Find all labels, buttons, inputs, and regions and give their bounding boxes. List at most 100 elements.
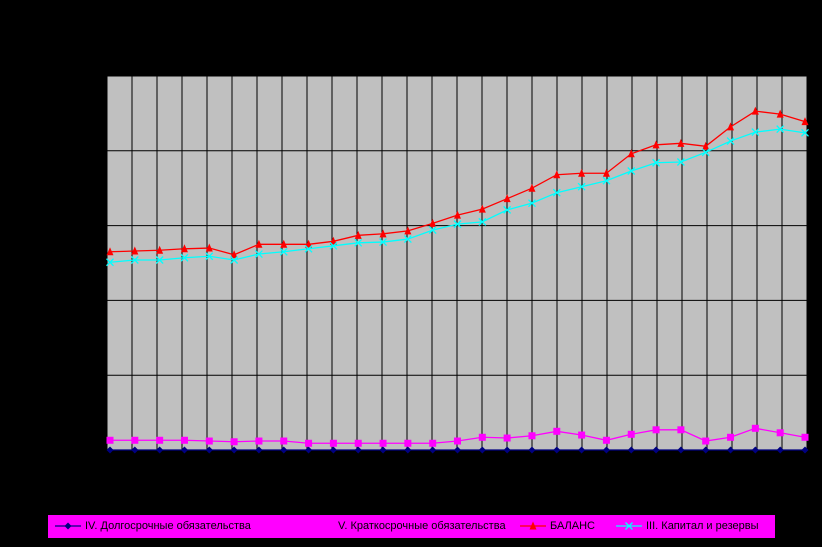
marker [478,433,486,441]
marker [801,446,809,454]
marker [404,439,412,447]
legend-label: III. Капитал и резервы [646,520,759,532]
marker [727,433,735,441]
marker [205,446,213,454]
marker [652,426,660,434]
marker [329,446,337,454]
marker [305,239,313,248]
marker [553,446,561,454]
marker [230,438,238,446]
legend-label: IV. Долгосрочные обязательства [85,520,252,532]
marker [627,167,636,175]
marker [503,194,511,203]
marker [578,431,586,439]
marker [106,436,114,444]
marker [553,170,561,179]
marker [528,199,536,208]
marker [602,168,610,177]
marker [379,229,387,238]
marker [677,446,685,454]
marker [131,436,139,444]
marker [602,436,610,444]
marker [329,439,337,447]
marker [454,437,461,445]
marker [701,148,710,157]
marker [205,243,213,252]
marker [205,437,213,445]
marker [751,424,759,432]
marker [602,446,610,454]
marker [180,253,189,262]
marker [652,158,661,167]
marker [404,446,412,454]
legend-label: БАЛАНС [550,520,595,532]
marker [354,446,362,454]
marker [379,439,387,447]
marker [751,446,759,454]
marker [156,245,164,254]
marker [429,218,437,227]
marker [602,176,611,185]
marker [776,446,784,454]
marker [131,446,139,454]
marker [776,109,784,118]
marker [529,521,537,530]
marker [205,252,214,261]
marker [255,446,263,454]
marker [329,241,338,250]
marker [552,188,561,197]
marker [317,522,325,530]
marker [106,446,114,454]
marker [354,439,362,447]
marker [180,436,188,444]
marker [801,433,809,441]
marker [379,238,387,247]
marker [577,182,586,191]
marker [727,446,735,454]
marker [305,446,313,454]
marker [627,430,635,438]
marker [304,244,313,253]
marker [677,138,685,147]
marker [404,226,412,235]
marker [130,256,139,264]
marker [652,140,660,149]
marker [180,244,188,253]
marker [379,446,387,454]
marker [230,446,238,454]
marker [230,256,239,264]
marker [503,446,511,454]
marker [702,141,710,150]
marker [403,235,412,244]
marker [428,226,437,235]
marker [727,122,735,131]
marker [627,446,635,454]
marker [354,238,363,247]
marker [64,522,72,530]
marker [478,446,486,454]
marker [702,446,710,454]
marker [478,217,487,226]
marker [255,239,263,248]
marker [156,446,164,454]
marker [652,446,660,454]
marker [329,236,337,245]
marker [776,429,784,437]
marker [801,128,809,137]
marker [155,256,164,264]
marker [453,220,462,229]
marker [354,230,362,239]
marker [578,446,586,454]
marker [677,426,685,434]
marker [429,439,437,447]
marker [726,137,735,146]
marker [503,434,511,442]
marker [625,522,633,530]
marker [454,210,461,219]
marker [478,204,486,213]
marker [503,205,512,214]
marker [528,183,536,192]
marker [156,436,164,444]
